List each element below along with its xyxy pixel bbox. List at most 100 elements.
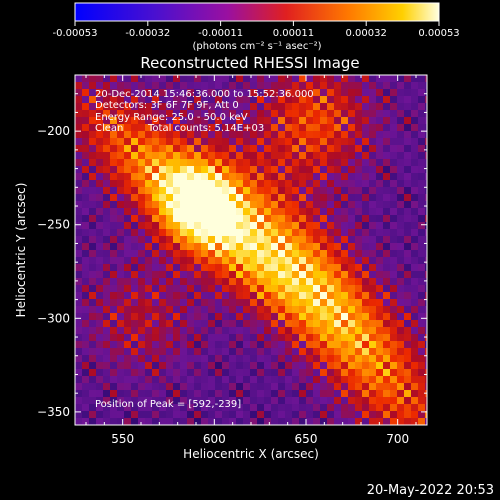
heatmap-cell — [264, 271, 271, 278]
heatmap-cell — [222, 362, 229, 369]
heatmap-cell — [418, 271, 425, 278]
heatmap-cell — [271, 271, 278, 278]
heatmap-cell — [313, 376, 320, 383]
heatmap-cell — [404, 278, 411, 285]
heatmap-cell — [124, 75, 131, 82]
heatmap-cell — [327, 82, 334, 89]
heatmap-cell — [320, 117, 327, 124]
heatmap-cell — [411, 96, 418, 103]
heatmap-cell — [152, 208, 159, 215]
heatmap-cell — [103, 334, 110, 341]
heatmap-cell — [96, 355, 103, 362]
heatmap-cell — [110, 159, 117, 166]
heatmap-cell — [390, 285, 397, 292]
heatmap-cell — [264, 334, 271, 341]
heatmap-cell — [145, 418, 152, 425]
heatmap-cell — [362, 96, 369, 103]
heatmap-cell — [425, 243, 427, 250]
heatmap-cell — [229, 215, 236, 222]
heatmap-cell — [187, 376, 194, 383]
heatmap-cell — [320, 138, 327, 145]
heatmap-cell — [369, 334, 376, 341]
heatmap-cell — [208, 180, 215, 187]
heatmap-cell — [243, 229, 250, 236]
heatmap-cell — [194, 75, 201, 82]
heatmap-cell — [320, 292, 327, 299]
heatmap-cell — [278, 166, 285, 173]
heatmap-cell — [320, 285, 327, 292]
heatmap-cell — [82, 117, 89, 124]
heatmap-cell — [264, 166, 271, 173]
heatmap-cell — [187, 369, 194, 376]
heatmap-cell — [152, 75, 159, 82]
heatmap-cell — [355, 320, 362, 327]
heatmap-cell — [425, 306, 427, 313]
heatmap-cell — [271, 418, 278, 425]
heatmap-cell — [383, 89, 390, 96]
heatmap-cell — [173, 404, 180, 411]
heatmap-cell — [411, 250, 418, 257]
heatmap-cell — [397, 299, 404, 306]
heatmap-cell — [397, 117, 404, 124]
heatmap-cell — [152, 320, 159, 327]
heatmap-cell — [425, 145, 427, 152]
heatmap-cell — [159, 82, 166, 89]
heatmap-cell — [397, 152, 404, 159]
heatmap-cell — [201, 334, 208, 341]
heatmap-cell — [271, 383, 278, 390]
heatmap-cell — [404, 243, 411, 250]
heatmap-cell — [166, 96, 173, 103]
x-axis-title: Heliocentric X (arcsec) — [183, 447, 319, 461]
heatmap-cell — [222, 376, 229, 383]
heatmap-cell — [250, 376, 257, 383]
heatmap-cell — [299, 243, 306, 250]
heatmap-cell — [271, 110, 278, 117]
heatmap-cell — [376, 299, 383, 306]
heatmap-cell — [82, 187, 89, 194]
heatmap-cell — [271, 411, 278, 418]
heatmap-cell — [117, 313, 124, 320]
heatmap-cell — [313, 82, 320, 89]
heatmap-cell — [96, 264, 103, 271]
heatmap-cell — [138, 82, 145, 89]
heatmap-cell — [397, 103, 404, 110]
heatmap-cell — [229, 257, 236, 264]
heatmap-cell — [299, 404, 306, 411]
heatmap-cell — [299, 369, 306, 376]
heatmap-cell — [313, 180, 320, 187]
heatmap-cell — [117, 117, 124, 124]
heatmap-cell — [201, 355, 208, 362]
heatmap-cell — [229, 222, 236, 229]
heatmap-cell — [75, 250, 82, 257]
heatmap-cell — [117, 264, 124, 271]
heatmap-cell — [264, 313, 271, 320]
heatmap-cell — [243, 145, 250, 152]
heatmap-cell — [425, 124, 427, 131]
heatmap-cell — [425, 194, 427, 201]
heatmap-cell — [257, 313, 264, 320]
heatmap-cell — [208, 250, 215, 257]
heatmap-cell — [264, 236, 271, 243]
heatmap-cell — [355, 243, 362, 250]
heatmap-cell — [229, 180, 236, 187]
heatmap-cell — [383, 75, 390, 82]
heatmap-cell — [341, 236, 348, 243]
heatmap-cell — [257, 369, 264, 376]
heatmap-cell — [250, 229, 257, 236]
heatmap-cell — [201, 201, 208, 208]
heatmap-cell — [180, 334, 187, 341]
heatmap-cell — [180, 250, 187, 257]
heatmap-cell — [313, 110, 320, 117]
heatmap-cell — [425, 418, 427, 425]
heatmap-cell — [306, 285, 313, 292]
heatmap-cell — [103, 82, 110, 89]
heatmap-cell — [236, 404, 243, 411]
heatmap-cell — [215, 278, 222, 285]
heatmap-cell — [362, 376, 369, 383]
heatmap-cell — [229, 320, 236, 327]
heatmap-cell — [159, 334, 166, 341]
heatmap-cell — [180, 103, 187, 110]
heatmap-cell — [271, 376, 278, 383]
heatmap-cell — [82, 271, 89, 278]
